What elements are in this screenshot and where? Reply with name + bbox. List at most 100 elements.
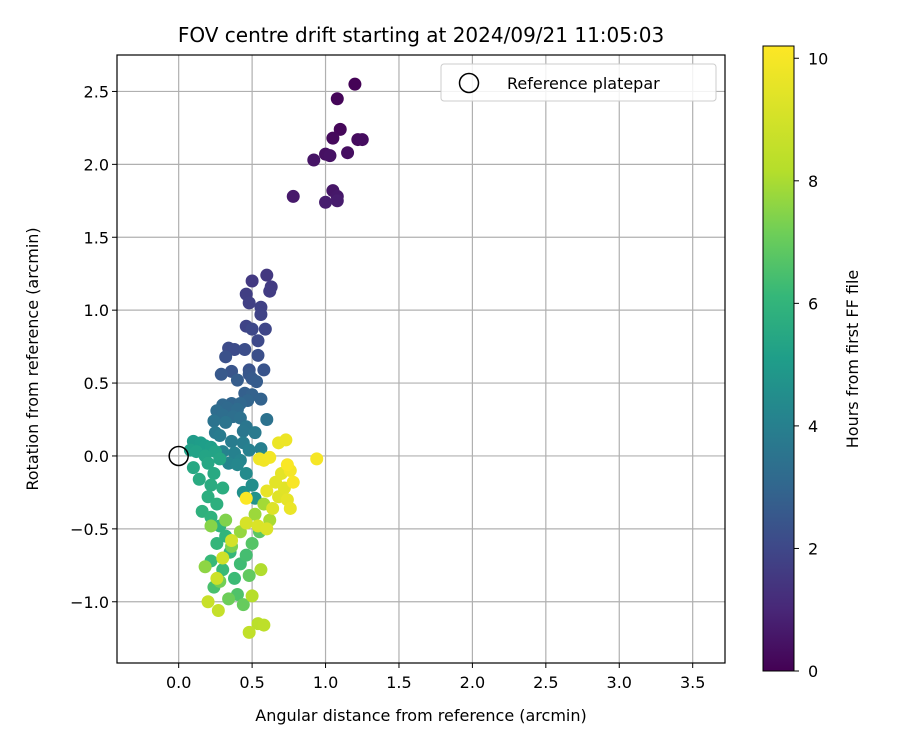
plot-frame	[116, 54, 726, 664]
data-point	[248, 507, 262, 521]
data-point	[201, 595, 215, 609]
y-tick-label: −0.5	[70, 520, 109, 539]
data-point	[216, 481, 230, 495]
data-point	[260, 484, 274, 498]
data-point	[236, 424, 250, 438]
data-point	[286, 189, 300, 203]
y-axis-ticks: −1.0 −0.5 0.0 0.5 1.0 1.5 2.0 2.5	[70, 82, 117, 612]
data-point	[326, 131, 340, 145]
legend-marker-icon	[458, 72, 480, 94]
data-point	[201, 456, 215, 470]
data-point	[254, 563, 268, 577]
x-axis-ticks: 0.0 0.5 1.0 1.5 2.0 2.5 3.0 3.5	[166, 663, 705, 692]
data-point	[204, 478, 218, 492]
legend-box	[440, 63, 717, 102]
data-point	[242, 625, 256, 639]
y-tick-label: 2.5	[84, 82, 109, 101]
data-point	[242, 443, 256, 457]
x-tick-label: 1.0	[313, 673, 338, 692]
data-point	[260, 413, 274, 427]
data-point	[245, 274, 259, 288]
data-point	[245, 536, 259, 550]
legend: Reference platepar	[440, 63, 717, 102]
data-point	[242, 296, 256, 310]
y-tick-label: 0.5	[84, 374, 109, 393]
data-point	[239, 491, 253, 505]
x-tick-label: 0.0	[166, 673, 191, 692]
legend-label: Reference platepar	[507, 74, 660, 93]
y-tick-label: 2.0	[84, 155, 109, 174]
chart-title: FOV centre drift starting at 2024/09/21 …	[178, 23, 664, 47]
data-point	[216, 551, 230, 565]
data-point	[245, 322, 259, 336]
x-tick-label: 3.5	[680, 673, 705, 692]
colorbar-tick-label: 6	[808, 294, 818, 313]
data-point	[219, 415, 233, 429]
data-point	[333, 122, 347, 136]
data-point	[186, 461, 200, 475]
data-point	[266, 501, 280, 515]
data-point	[207, 466, 221, 480]
data-point	[263, 284, 277, 298]
data-point	[250, 375, 264, 389]
data-point	[198, 560, 212, 574]
data-point	[348, 77, 362, 91]
data-point	[257, 363, 271, 377]
data-point	[210, 571, 224, 585]
x-tick-label: 2.0	[460, 673, 485, 692]
data-point	[207, 414, 221, 428]
colorbar-tick-label: 10	[808, 49, 828, 68]
data-point	[257, 618, 271, 632]
data-point	[307, 153, 321, 167]
data-point	[222, 592, 236, 606]
y-axis-label: Rotation from reference (arcmin)	[23, 227, 42, 490]
data-point	[238, 343, 252, 357]
colorbar-tick-label: 2	[808, 539, 818, 558]
data-point	[213, 429, 227, 443]
colorbar: 0 2 4 6 8 10 Hours from first FF file	[762, 45, 862, 681]
data-point	[323, 149, 337, 163]
data-point	[251, 334, 265, 348]
data-point	[230, 458, 244, 472]
x-tick-label: 1.5	[386, 673, 411, 692]
data-point	[280, 458, 294, 472]
data-point	[236, 598, 250, 612]
data-point	[286, 475, 300, 489]
data-point	[213, 452, 227, 466]
data-point	[319, 195, 333, 209]
data-point	[254, 308, 268, 322]
colorbar-tick-label: 4	[808, 417, 818, 436]
data-point	[330, 194, 344, 208]
colorbar-ticks: 0 2 4 6 8 10	[794, 49, 828, 681]
data-point	[355, 133, 369, 147]
data-point	[245, 478, 259, 492]
data-point	[225, 534, 239, 548]
data-point	[341, 146, 355, 160]
data-point	[279, 433, 293, 447]
data-point	[310, 452, 324, 466]
data-point	[263, 450, 277, 464]
data-point	[211, 604, 225, 618]
data-point	[227, 343, 241, 357]
colorbar-tick-label: 0	[808, 662, 818, 681]
colorbar-label: Hours from first FF file	[843, 270, 862, 449]
data-point	[192, 472, 206, 486]
reference-point-marker	[168, 445, 189, 467]
data-point	[251, 348, 265, 362]
data-point	[330, 92, 344, 106]
data-point	[239, 466, 253, 480]
colorbar-gradient	[762, 45, 795, 672]
data-point	[219, 513, 233, 527]
data-point	[242, 569, 256, 583]
y-tick-label: 1.0	[84, 301, 109, 320]
x-tick-label: 2.5	[533, 673, 558, 692]
data-point	[239, 516, 253, 530]
data-point	[283, 501, 297, 515]
x-tick-label: 3.0	[607, 673, 632, 692]
data-point	[239, 548, 253, 562]
data-point	[214, 367, 228, 381]
x-axis-label: Angular distance from reference (arcmin)	[255, 706, 586, 725]
y-tick-label: 0.0	[84, 447, 109, 466]
colorbar-tick-label: 8	[808, 172, 818, 191]
